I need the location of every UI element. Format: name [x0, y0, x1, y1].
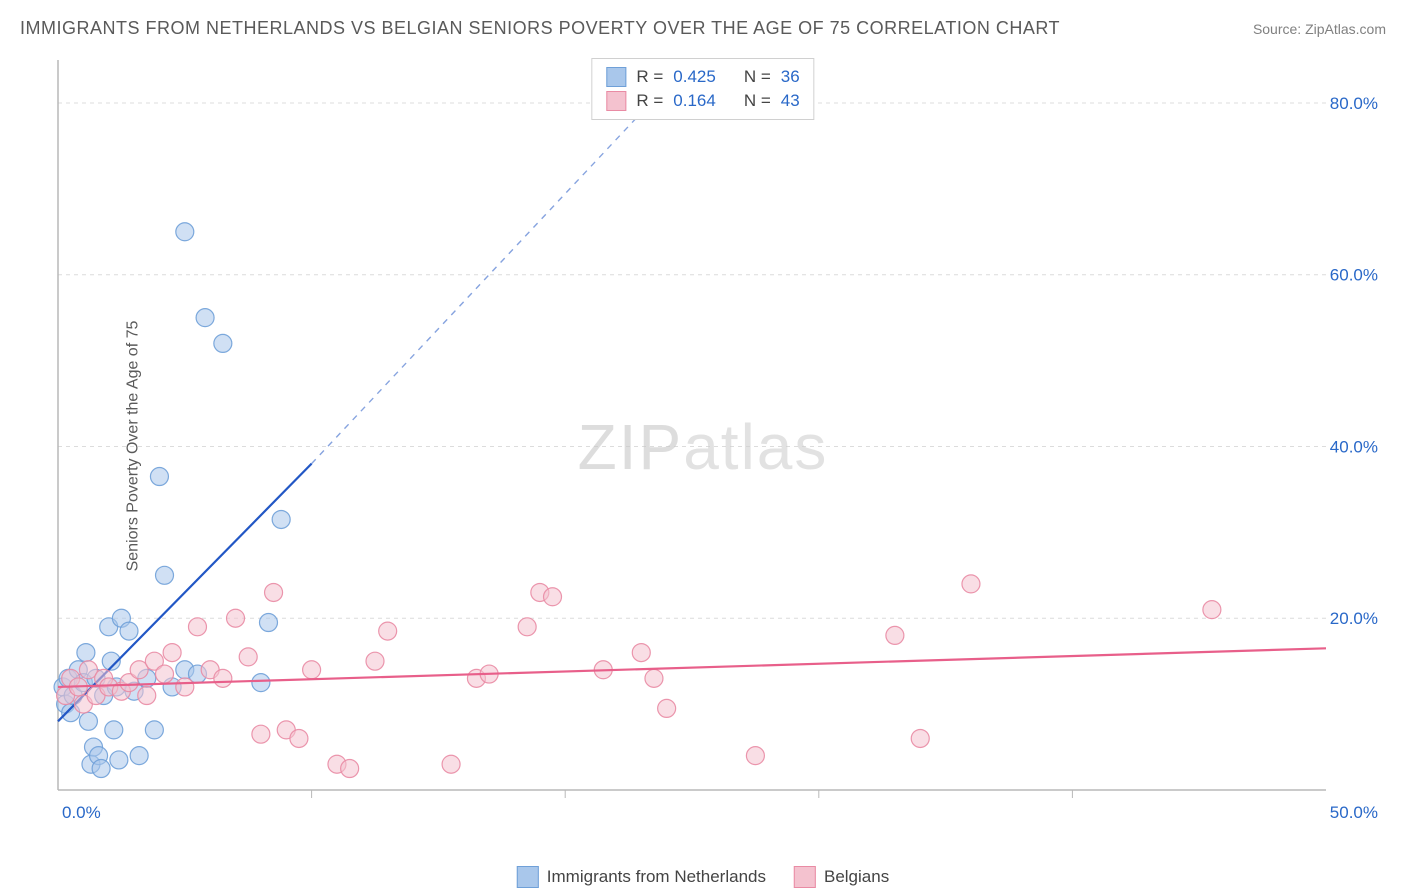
svg-text:60.0%: 60.0%	[1330, 266, 1378, 285]
legend-item-0: Immigrants from Netherlands	[517, 866, 766, 888]
stats-r-value-0: 0.425	[673, 67, 716, 87]
legend-swatch-0	[517, 866, 539, 888]
legend-label-1: Belgians	[824, 867, 889, 887]
stats-r-value-1: 0.164	[673, 91, 716, 111]
stats-row-1: R = 0.164 N = 43	[606, 89, 799, 113]
bottom-legend: Immigrants from Netherlands Belgians	[517, 866, 889, 888]
svg-text:80.0%: 80.0%	[1330, 94, 1378, 113]
source-label: Source: ZipAtlas.com	[1253, 21, 1386, 37]
stats-swatch-1	[606, 91, 626, 111]
legend-swatch-1	[794, 866, 816, 888]
svg-text:0.0%: 0.0%	[62, 803, 101, 822]
title-bar: IMMIGRANTS FROM NETHERLANDS VS BELGIAN S…	[20, 18, 1386, 39]
stats-n-label-0: N =	[744, 67, 771, 87]
stats-n-value-1: 43	[781, 91, 800, 111]
chart-title: IMMIGRANTS FROM NETHERLANDS VS BELGIAN S…	[20, 18, 1060, 39]
svg-text:20.0%: 20.0%	[1330, 609, 1378, 628]
stats-n-value-0: 36	[781, 67, 800, 87]
stats-swatch-0	[606, 67, 626, 87]
stats-r-label-1: R =	[636, 91, 663, 111]
legend-label-0: Immigrants from Netherlands	[547, 867, 766, 887]
correlation-chart: 20.0% 40.0% 60.0% 80.0% 0.0% 50.0%	[48, 50, 1386, 840]
stats-box: R = 0.425 N = 36 R = 0.164 N = 43	[591, 58, 814, 120]
svg-text:40.0%: 40.0%	[1330, 437, 1378, 456]
legend-item-1: Belgians	[794, 866, 889, 888]
stats-r-label-0: R =	[636, 67, 663, 87]
svg-text:50.0%: 50.0%	[1330, 803, 1378, 822]
stats-n-label-1: N =	[744, 91, 771, 111]
stats-row-0: R = 0.425 N = 36	[606, 65, 799, 89]
